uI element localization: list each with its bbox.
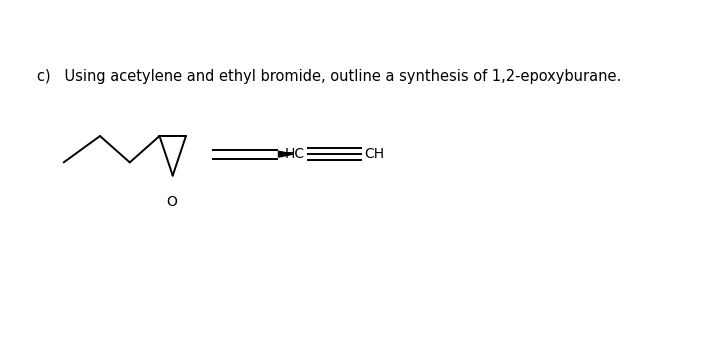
Polygon shape: [279, 151, 293, 157]
Text: CH: CH: [365, 147, 385, 161]
Text: O: O: [166, 195, 177, 209]
Text: c)   Using acetylene and ethyl bromide, outline a synthesis of 1,2-epoxyburane.: c) Using acetylene and ethyl bromide, ou…: [38, 69, 622, 84]
Text: HC: HC: [284, 147, 305, 161]
